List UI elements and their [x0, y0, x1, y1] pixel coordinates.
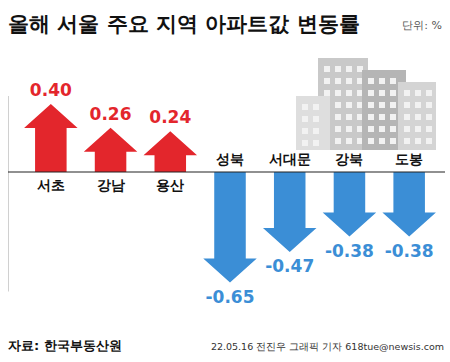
building-window [426, 90, 432, 96]
building-window [346, 78, 352, 84]
bars [24, 104, 436, 283]
data-labels: 0.40 0.26 0.24 -0.65 -0.47 -0.38 -0.38 [30, 80, 434, 307]
building-icon [296, 58, 436, 150]
building-window [368, 78, 374, 84]
bar [323, 172, 377, 237]
building-window [379, 90, 385, 96]
building-window [404, 102, 410, 108]
building-window [302, 140, 308, 146]
data-label: -0.65 [206, 287, 255, 307]
building-window [324, 90, 330, 96]
bar [382, 172, 436, 237]
data-label: -0.38 [385, 241, 434, 261]
building-window [426, 126, 432, 132]
y-axis-line [8, 96, 9, 292]
building-window [368, 138, 374, 144]
background [0, 0, 450, 362]
building-window [324, 78, 330, 84]
building-window [415, 114, 421, 120]
category-label: 성북 [216, 151, 244, 167]
building-window [379, 138, 385, 144]
building-window [335, 90, 341, 96]
building [398, 82, 436, 150]
building-window [313, 104, 319, 110]
building-window [335, 138, 341, 144]
data-label: 0.24 [149, 107, 191, 127]
building [296, 96, 330, 150]
building-window [368, 126, 374, 132]
building-window [335, 114, 341, 120]
building-window [335, 102, 341, 108]
y-axis [8, 96, 9, 292]
building-window [346, 126, 352, 132]
credit: 22.05.16 전진우 그래픽 기자 618tue@newsis.com [211, 341, 444, 352]
building-window [313, 128, 319, 134]
data-label: 0.26 [90, 104, 132, 124]
building-window [346, 66, 352, 72]
category-label: 용산 [156, 177, 184, 193]
building-window [346, 102, 352, 108]
building-window [390, 114, 396, 120]
building-window [379, 114, 385, 120]
building-window [368, 90, 374, 96]
building-window [390, 102, 396, 108]
building-window [404, 114, 410, 120]
building-window [404, 126, 410, 132]
data-label: -0.47 [265, 256, 314, 276]
building-window [379, 78, 385, 84]
building-window [346, 114, 352, 120]
building-window [313, 140, 319, 146]
bar [24, 104, 78, 172]
building-window [302, 104, 308, 110]
building-window [415, 90, 421, 96]
building-window [335, 66, 341, 72]
x-axis: 서초 강남 용산 성북 서대문 강북 도봉 [37, 151, 423, 193]
building-window [379, 102, 385, 108]
building-window [335, 126, 341, 132]
building-window [324, 66, 330, 72]
source: 자료: 한국부동산원 [8, 338, 122, 353]
building-window [404, 90, 410, 96]
building-window [302, 128, 308, 134]
building-window [415, 102, 421, 108]
category-label: 강남 [97, 177, 125, 193]
bar [84, 128, 138, 172]
building-window [426, 138, 432, 144]
category-label: 강북 [335, 151, 363, 167]
building-window [390, 126, 396, 132]
building-window [390, 78, 396, 84]
building-window [415, 126, 421, 132]
unit-label: 단위: % [402, 19, 442, 32]
building-window [313, 116, 319, 122]
baseline [8, 171, 445, 172]
building-window [390, 138, 396, 144]
building-window [335, 78, 341, 84]
category-label: 도봉 [395, 151, 423, 167]
building-window [379, 126, 385, 132]
bar [203, 172, 257, 283]
building-window [368, 114, 374, 120]
category-label: 서대문 [269, 151, 311, 167]
building-window [426, 114, 432, 120]
building-window [346, 90, 352, 96]
building-window [390, 90, 396, 96]
building-window [368, 102, 374, 108]
building-window [426, 102, 432, 108]
bar [144, 131, 198, 172]
building-window [415, 138, 421, 144]
chart: 올해 서울 주요 지역 아파트값 변동률 단위: % 서초 강남 용산 성북 서대문 강북 도봉… [0, 0, 450, 362]
building-window [302, 116, 308, 122]
data-label: 0.40 [30, 80, 72, 100]
building-window [404, 138, 410, 144]
title: 올해 서울 주요 지역 아파트값 변동률 [8, 12, 360, 36]
data-label: -0.38 [325, 241, 374, 261]
bar [263, 172, 317, 252]
building-window [346, 138, 352, 144]
category-label: 서초 [37, 177, 65, 193]
